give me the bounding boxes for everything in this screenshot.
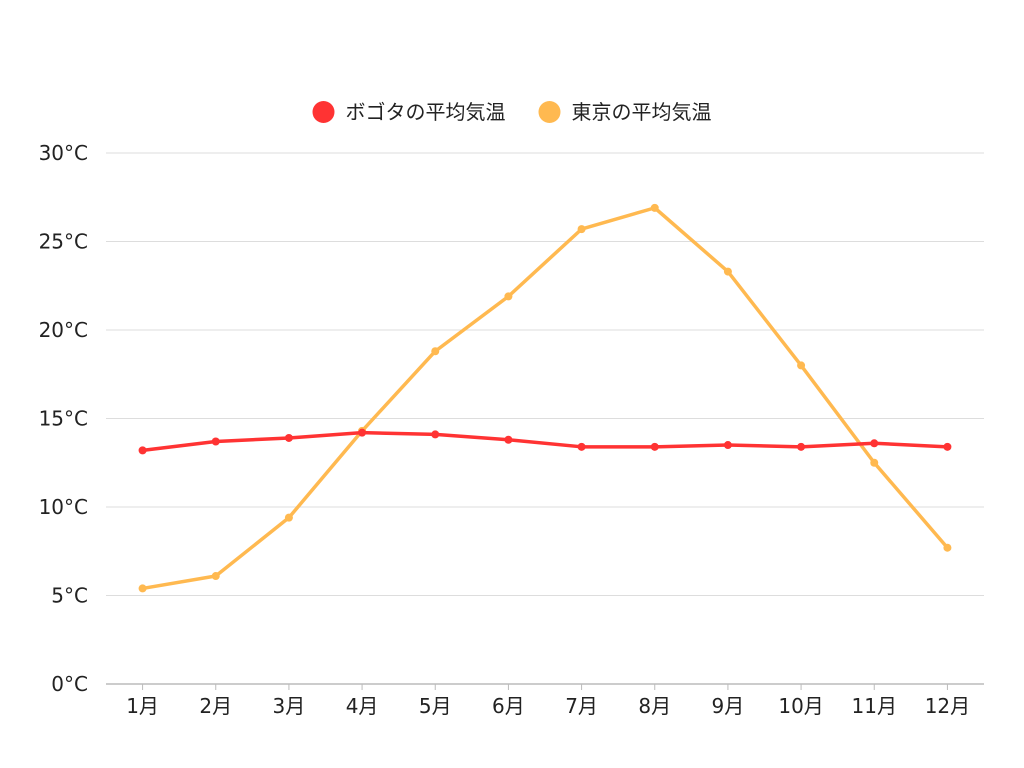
x-tick-label: 9月 — [712, 694, 745, 718]
series-line — [140, 206, 950, 591]
series — [138, 203, 952, 593]
x-tick-label: 6月 — [492, 694, 525, 718]
x-tick-label: 5月 — [419, 694, 452, 718]
y-tick-label: 15°C — [39, 407, 88, 431]
x-tick-label: 7月 — [565, 694, 598, 718]
data-point[interactable] — [797, 361, 806, 370]
x-tick-label: 1月 — [126, 694, 159, 718]
y-tick-label: 0°C — [51, 672, 88, 696]
axes: 0°C 5°C 10°C 15°C 20°C 25°C 30°C 1月 2月 3月 4月 5月 6月 7月… — [39, 141, 984, 718]
x-tick-label: 8月 — [638, 694, 671, 718]
data-point[interactable] — [723, 267, 732, 276]
x-tick-label: 2月 — [199, 694, 232, 718]
x-tick-label: 11月 — [852, 694, 897, 718]
data-point[interactable] — [577, 225, 586, 234]
data-point[interactable] — [504, 292, 513, 301]
legend-item[interactable]: 東京の平均気温 — [538, 100, 712, 124]
data-point[interactable] — [797, 442, 806, 451]
data-point[interactable] — [431, 347, 440, 356]
grid — [106, 152, 984, 596]
data-point[interactable] — [870, 458, 879, 467]
legend-item[interactable]: ボゴタの平均気温 — [312, 100, 506, 124]
series — [138, 428, 952, 455]
data-point[interactable] — [943, 442, 952, 451]
data-point[interactable] — [138, 446, 147, 455]
data-point[interactable] — [211, 572, 220, 581]
data-point[interactable] — [943, 543, 952, 552]
data-point[interactable] — [138, 584, 147, 593]
data-point[interactable] — [650, 442, 659, 451]
legend: ボゴタの平均気温 東京の平均気温 — [312, 100, 712, 124]
x-tick-label: 10月 — [778, 694, 823, 718]
data-point[interactable] — [431, 430, 440, 439]
series-group — [138, 203, 952, 593]
data-point[interactable] — [211, 437, 220, 446]
data-point[interactable] — [650, 203, 659, 212]
series-line — [140, 430, 950, 453]
y-tick-label: 30°C — [39, 141, 88, 165]
legend-label: ボゴタの平均気温 — [346, 100, 506, 124]
y-tick-label: 25°C — [39, 230, 88, 254]
data-point[interactable] — [504, 435, 513, 444]
x-tick-label: 3月 — [273, 694, 306, 718]
legend-marker-icon — [538, 101, 561, 123]
x-tick-label: 12月 — [925, 694, 970, 718]
data-point[interactable] — [284, 513, 293, 522]
data-point[interactable] — [870, 439, 879, 448]
y-tick-label: 20°C — [39, 318, 88, 342]
data-point[interactable] — [358, 428, 367, 437]
legend-marker-icon — [312, 101, 335, 123]
x-tick-label: 4月 — [346, 694, 379, 718]
legend-label: 東京の平均気温 — [572, 100, 712, 124]
data-point[interactable] — [577, 442, 586, 451]
y-tick-label: 5°C — [51, 584, 88, 608]
data-point[interactable] — [723, 441, 732, 450]
y-tick-label: 10°C — [39, 495, 88, 519]
data-point[interactable] — [284, 433, 293, 442]
